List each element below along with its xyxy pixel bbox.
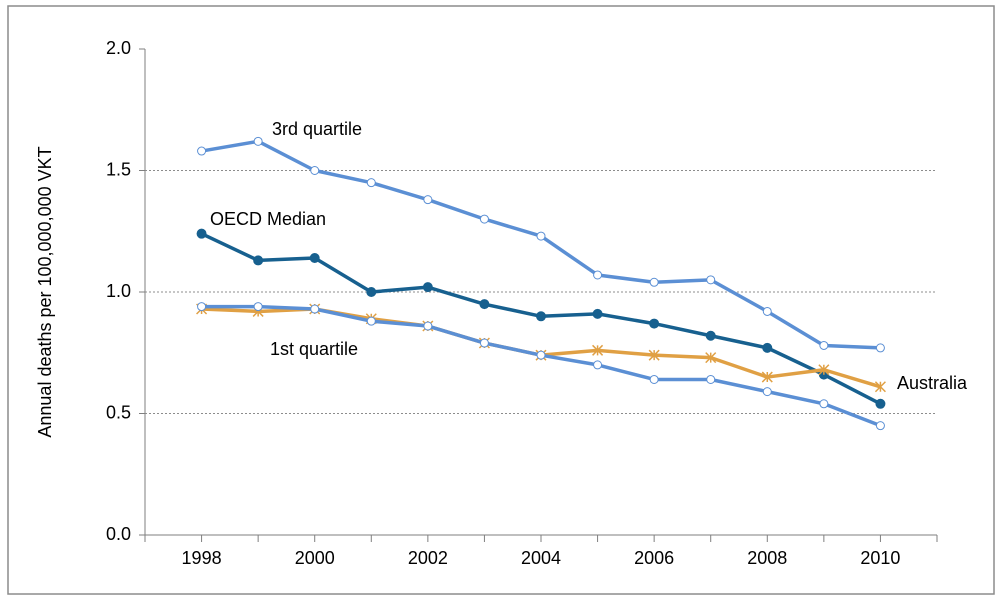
point-marker xyxy=(310,166,320,175)
point-marker xyxy=(819,340,829,350)
point-marker xyxy=(819,399,829,409)
point-marker xyxy=(648,349,660,361)
point-marker xyxy=(536,311,546,322)
point-marker xyxy=(479,214,489,224)
point-marker xyxy=(423,195,433,205)
point-marker xyxy=(705,330,716,341)
x-tick-label: 2000 xyxy=(295,548,335,568)
point-marker xyxy=(479,299,490,310)
point-marker xyxy=(422,282,433,293)
point-marker xyxy=(196,228,207,239)
point-marker xyxy=(423,321,433,331)
point-marker xyxy=(761,371,773,383)
point-marker xyxy=(592,344,604,356)
y-tick-label: 1.0 xyxy=(106,281,131,301)
point-marker xyxy=(592,308,603,319)
point-marker xyxy=(309,252,320,263)
point-marker xyxy=(874,381,886,393)
point-marker xyxy=(366,316,376,326)
chart-frame xyxy=(7,5,995,595)
point-marker xyxy=(706,275,716,285)
point-marker xyxy=(593,270,603,280)
x-tick-label: 2004 xyxy=(521,548,561,568)
point-marker xyxy=(536,231,546,241)
point-marker xyxy=(253,136,263,146)
point-marker xyxy=(705,352,717,364)
point-marker xyxy=(310,304,320,314)
point-marker xyxy=(762,306,772,316)
point-marker xyxy=(197,302,207,312)
point-marker xyxy=(875,398,886,409)
y-axis-label: Annual deaths per 100,000,000 VKT xyxy=(35,146,55,437)
point-marker xyxy=(366,178,376,188)
y-tick-label: 1.5 xyxy=(106,159,131,179)
point-marker xyxy=(366,287,377,297)
series-label: 1st quartile xyxy=(270,339,358,359)
point-marker xyxy=(875,343,885,353)
point-marker xyxy=(649,374,659,384)
series-label: OECD Median xyxy=(210,209,326,229)
point-marker xyxy=(536,350,546,360)
x-tick-label: 2008 xyxy=(747,548,787,568)
x-tick-label: 2010 xyxy=(860,548,900,568)
x-tick-label: 1998 xyxy=(182,548,222,568)
point-marker xyxy=(253,255,264,266)
series-label: 3rd quartile xyxy=(272,119,362,139)
point-marker xyxy=(593,360,603,370)
x-tick-label: 2002 xyxy=(408,548,448,568)
x-tick-label: 2006 xyxy=(634,548,674,568)
point-marker xyxy=(197,146,207,156)
point-marker xyxy=(253,302,263,312)
point-marker xyxy=(649,277,659,287)
y-tick-label: 2.0 xyxy=(106,38,131,58)
series-label: Australia xyxy=(897,373,968,393)
point-marker xyxy=(706,374,716,384)
point-marker xyxy=(479,338,489,348)
point-marker xyxy=(818,364,830,376)
y-tick-label: 0.5 xyxy=(106,402,131,422)
y-tick-label: 0.0 xyxy=(106,524,131,544)
point-marker xyxy=(762,342,773,353)
point-marker xyxy=(649,318,660,329)
point-marker xyxy=(762,387,772,397)
point-marker xyxy=(875,421,885,431)
